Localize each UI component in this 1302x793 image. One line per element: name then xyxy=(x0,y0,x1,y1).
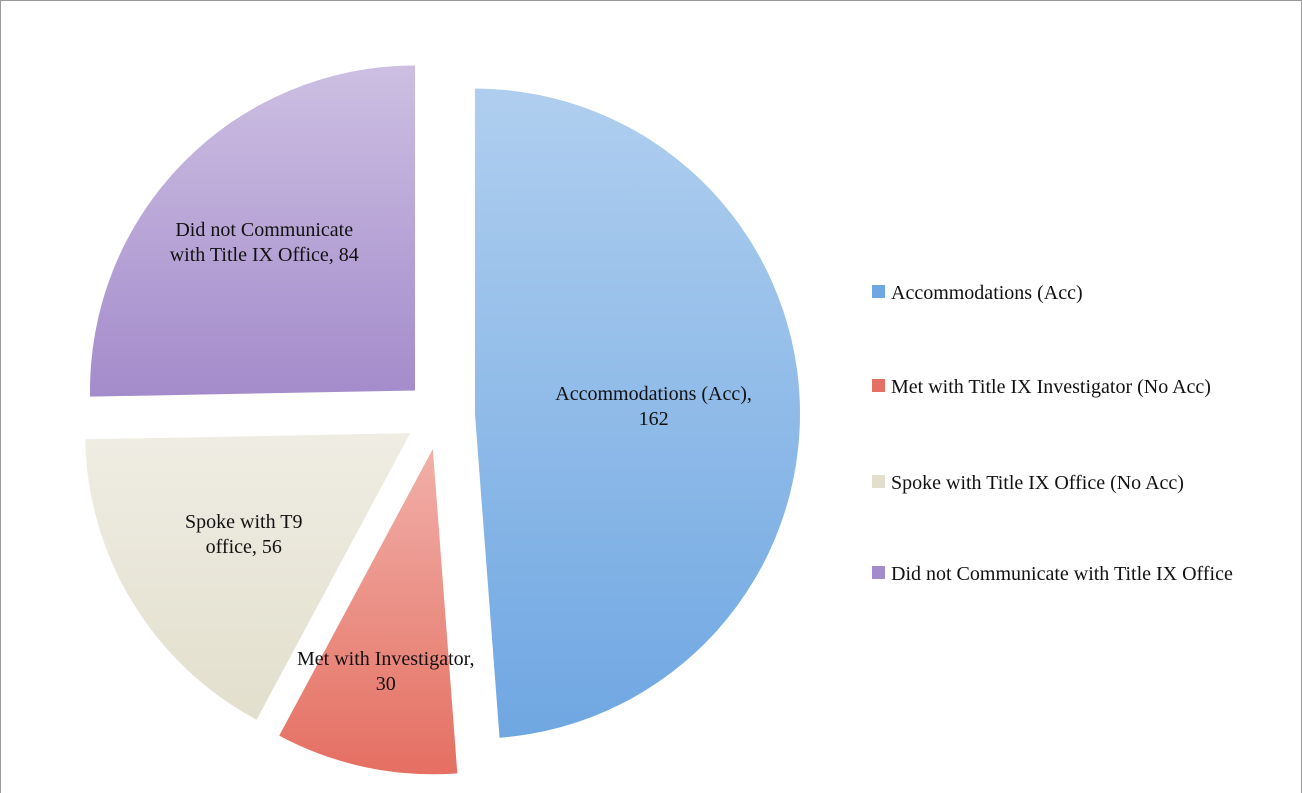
data-label: Spoke with T9 office, 56 xyxy=(185,510,303,558)
slice-shade xyxy=(474,88,800,738)
legend-item: Met with Title IX Investigator (No Acc) xyxy=(872,375,1272,400)
legend-swatch xyxy=(872,379,885,392)
legend-swatch xyxy=(872,475,885,488)
slice-shade xyxy=(90,65,416,397)
data-label: Met with Investigator, 30 xyxy=(296,647,475,695)
legend-swatch xyxy=(872,566,885,579)
legend-item: Did not Communicate with Title IX Office xyxy=(872,562,1272,587)
legend-swatch xyxy=(872,285,885,298)
legend-label: Did not Communicate with Title IX Office xyxy=(891,563,1233,585)
legend-label: Spoke with Title IX Office (No Acc) xyxy=(891,472,1184,494)
data-label: Did not Communicate with Title IX Office… xyxy=(169,218,359,266)
legend-label: Met with Title IX Investigator (No Acc) xyxy=(891,376,1211,398)
legend-label: Accommodations (Acc) xyxy=(891,282,1083,304)
slice-shade xyxy=(85,433,411,720)
legend-item: Spoke with Title IX Office (No Acc) xyxy=(872,471,1272,496)
slice-shade xyxy=(279,449,458,775)
data-label: Accommodations (Acc), 162 xyxy=(555,382,752,430)
legend-item: Accommodations (Acc) xyxy=(872,281,1272,306)
